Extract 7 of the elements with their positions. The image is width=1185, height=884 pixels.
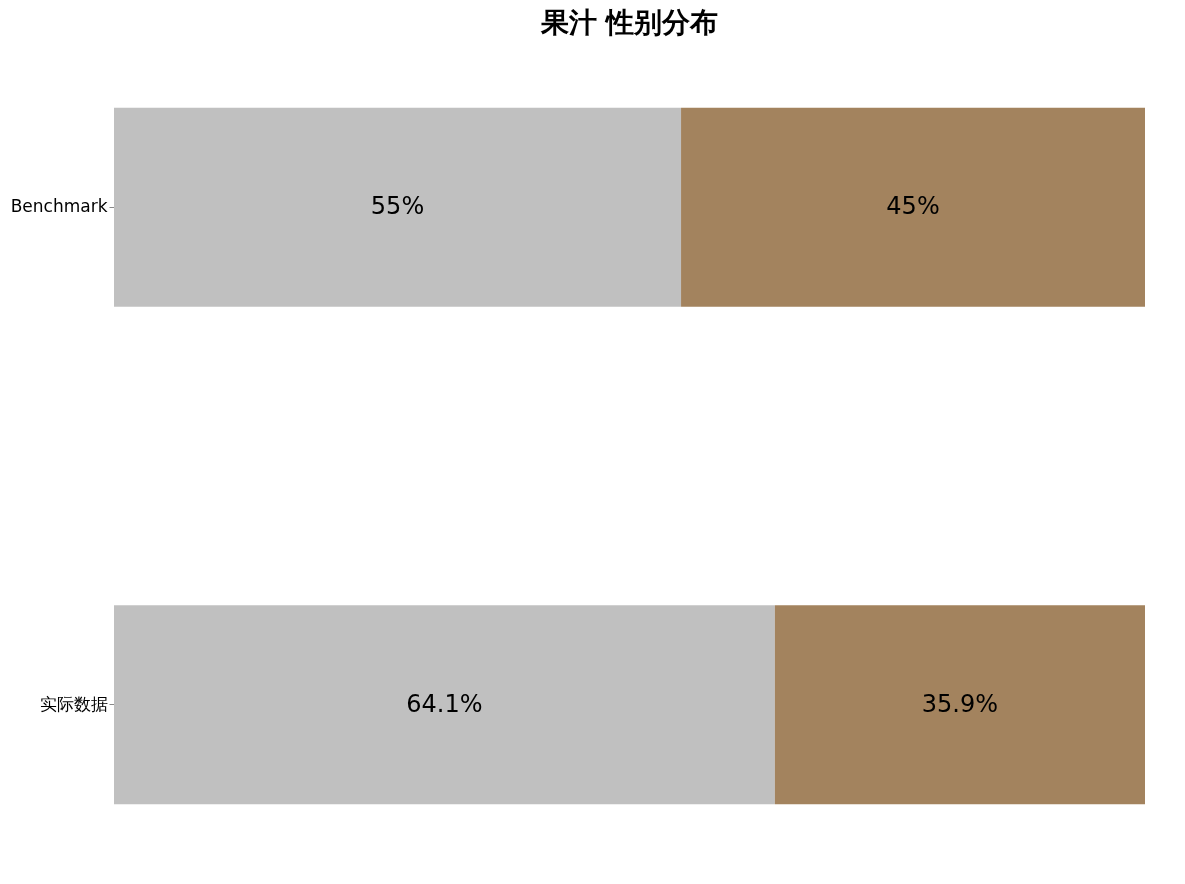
y-tick-label: 实际数据 [39,693,108,714]
data-label: 64.1% [406,689,483,718]
y-tick-label: Benchmark [10,196,108,217]
text: 果汁 性别分布 [539,6,719,39]
data-label: 45% [886,192,940,221]
data-label: 55% [370,192,425,221]
data-label: 35.9% [921,689,999,718]
